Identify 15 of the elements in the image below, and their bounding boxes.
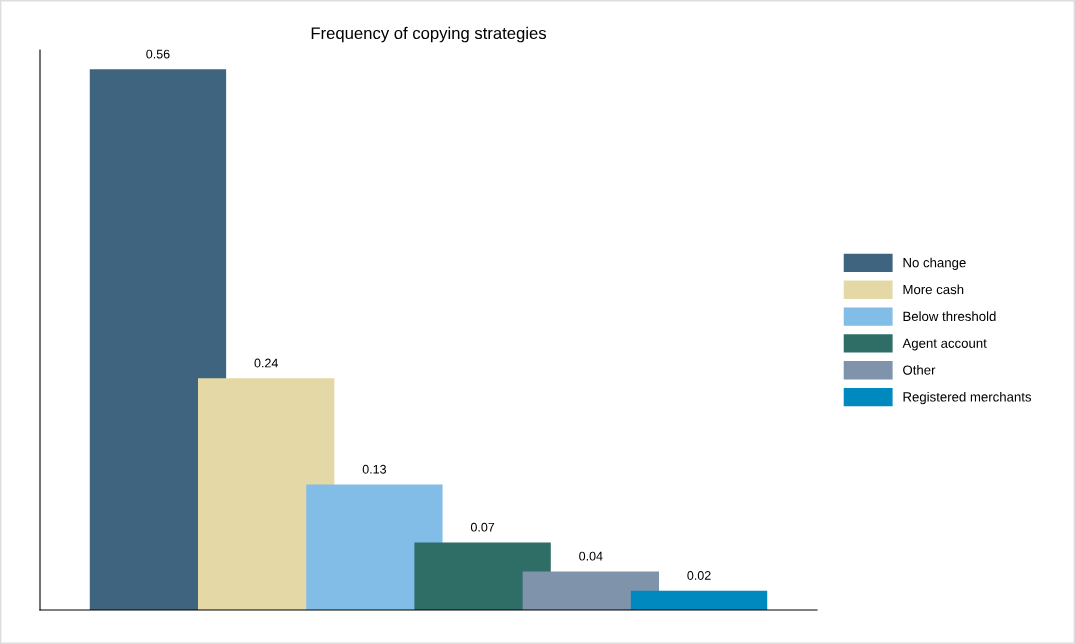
data-label: 0.56 [146, 49, 170, 59]
legend-label: Registered merchants [903, 391, 1032, 405]
data-label: 0.13 [362, 464, 387, 474]
data-label: 0.07 [470, 522, 495, 532]
legend-label: More cash [903, 284, 964, 295]
legend-label: Other [903, 365, 936, 375]
data-label: 0.04 [579, 551, 603, 561]
data-label: 0.02 [687, 571, 711, 580]
chart-title: Frequency of copying strategies [311, 26, 547, 43]
bar [630, 590, 768, 610]
legend-label: No change [903, 257, 966, 270]
bar [89, 69, 227, 610]
legend-label: Below threshold [903, 311, 996, 322]
legend-label: Agent account [902, 338, 987, 351]
data-label: 0.24 [254, 358, 278, 368]
